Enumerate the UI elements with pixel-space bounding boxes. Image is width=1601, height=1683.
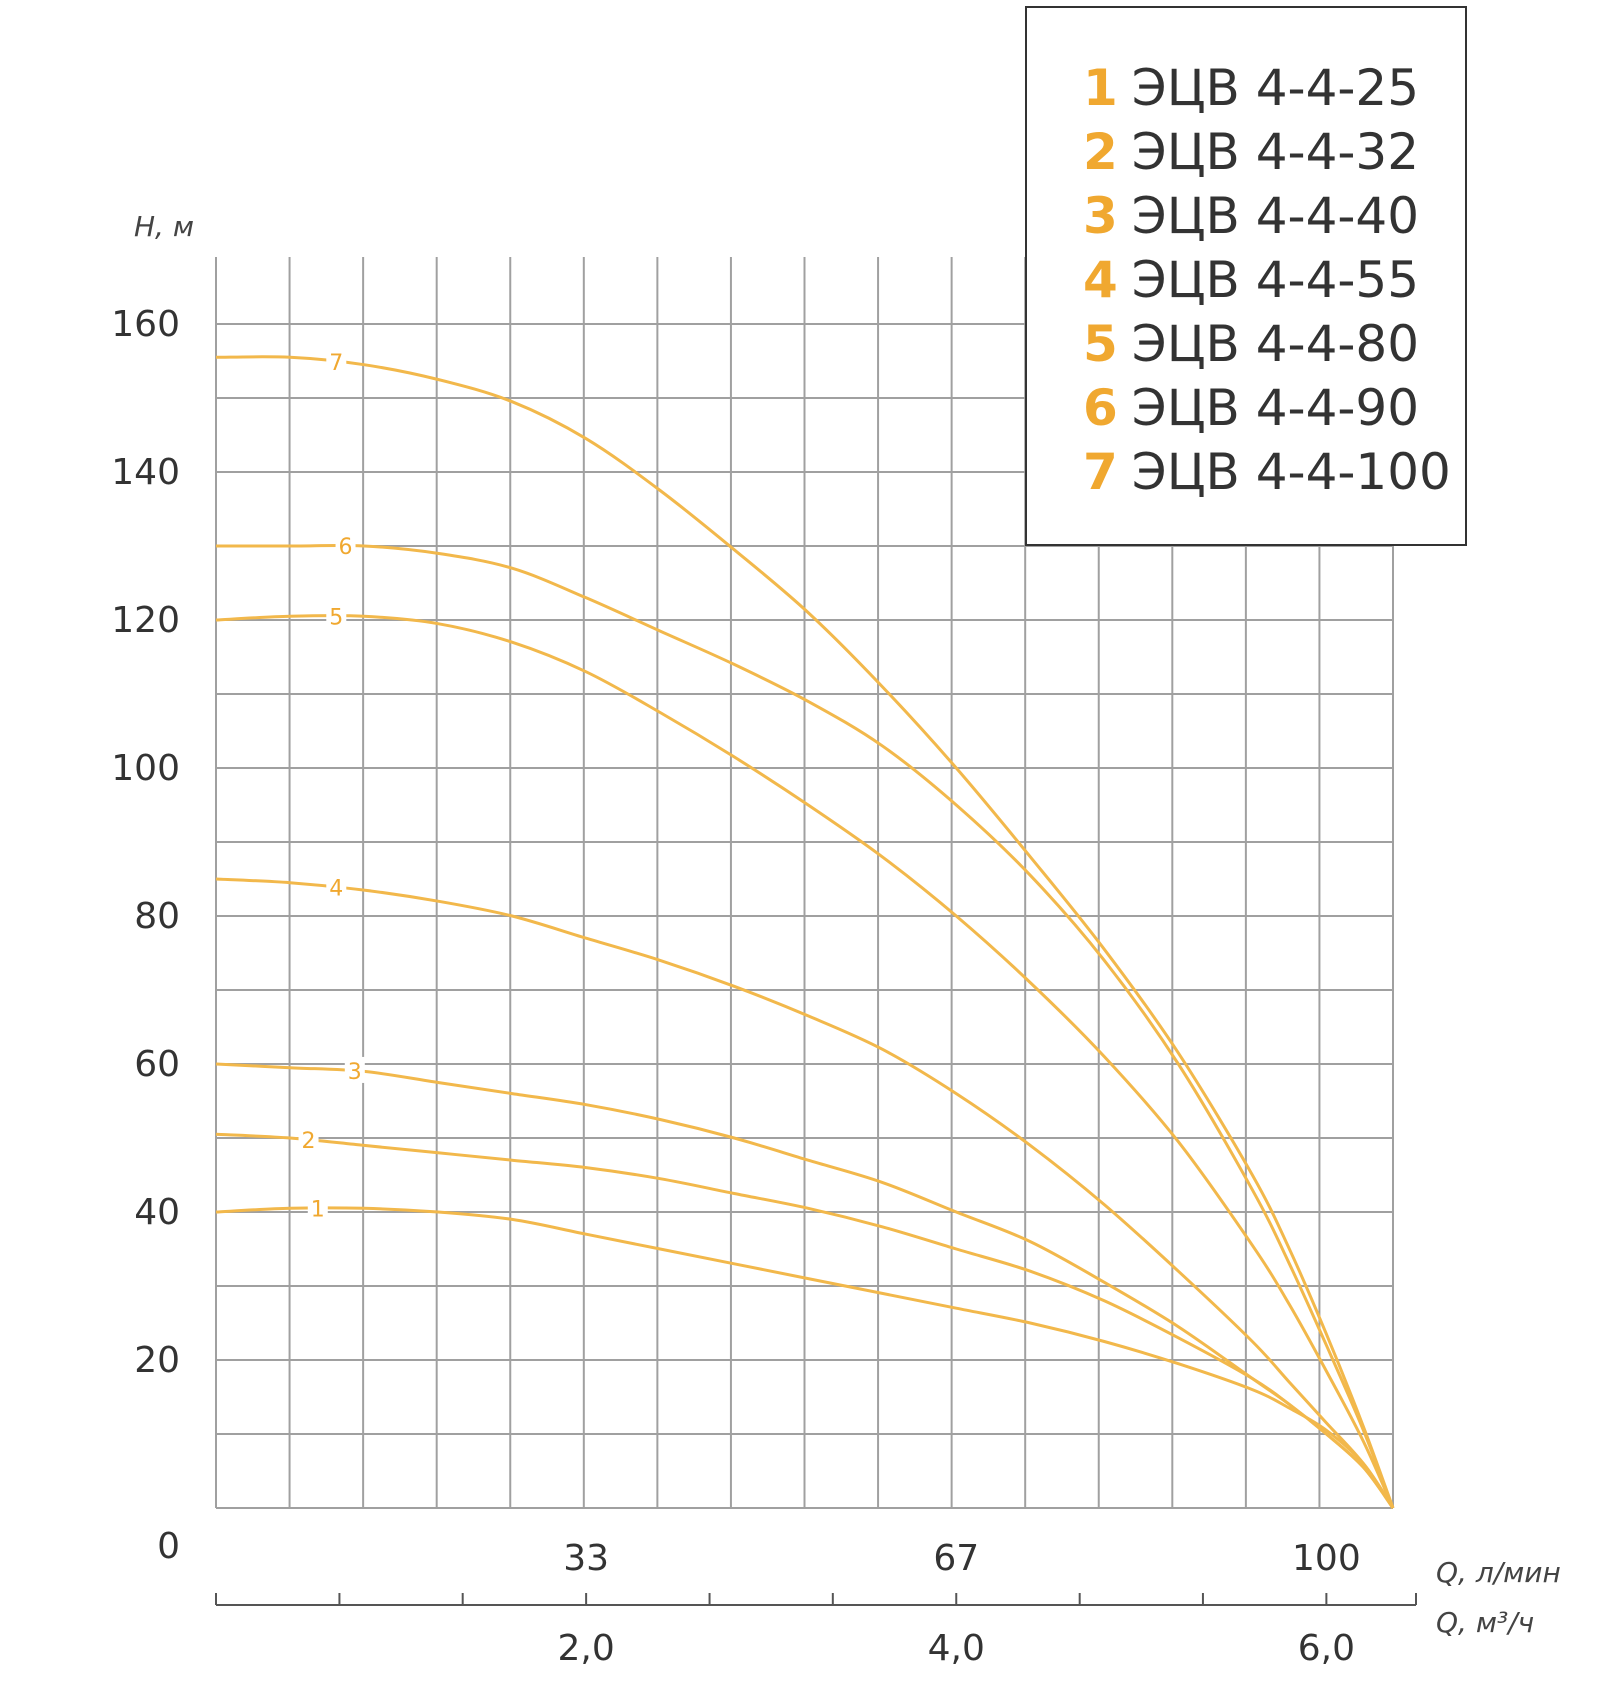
legend-item-number: 2 <box>1083 123 1118 181</box>
y-tick-label: 140 <box>111 452 180 493</box>
legend-item-number: 4 <box>1083 251 1118 309</box>
legend-item-number: 1 <box>1083 59 1118 117</box>
curves: 1 2 3 4 5 6 7 <box>215 347 1395 1509</box>
legend-item: 6 ЭЦВ 4-4-90 <box>1083 379 1419 437</box>
legend: 1 ЭЦВ 4-4-252 ЭЦВ 4-4-323 ЭЦВ 4-4-404 ЭЦВ 4-… <box>1025 6 1467 546</box>
x-tick-label-lpm: 67 <box>933 1538 979 1579</box>
curve-tag-bg <box>344 1056 365 1083</box>
curve-tag-bg <box>307 1194 328 1221</box>
legend-item-label: ЭЦВ 4-4-90 <box>1132 379 1419 437</box>
legend-item-number: 3 <box>1083 187 1118 245</box>
curve-5 <box>215 614 1395 1509</box>
curve-tag-2: 2 <box>302 1129 316 1154</box>
y-tick-label: 100 <box>111 748 180 789</box>
legend-box <box>1025 6 1467 546</box>
x-tick-label-lpm: 100 <box>1292 1538 1361 1579</box>
curve-tag-1: 1 <box>311 1197 325 1222</box>
curve-4 <box>215 877 1395 1509</box>
legend-item-number: 7 <box>1083 443 1118 501</box>
y-tick-label: 160 <box>111 304 180 345</box>
legend-items: 1 ЭЦВ 4-4-252 ЭЦВ 4-4-323 ЭЦВ 4-4-404 ЭЦВ 4-… <box>1083 59 1451 501</box>
legend-item: 4 ЭЦВ 4-4-55 <box>1083 251 1419 309</box>
curve-7 <box>215 355 1395 1509</box>
legend-item: 2 ЭЦВ 4-4-32 <box>1083 123 1419 181</box>
curve-tag-6: 6 <box>339 535 353 560</box>
y-tick-label: 0 <box>157 1526 180 1567</box>
curve-tag-7: 7 <box>329 351 343 376</box>
y-tick-label: 60 <box>134 1044 180 1085</box>
legend-item-label: ЭЦВ 4-4-80 <box>1132 315 1419 373</box>
x-tick-label-m3h: 6,0 <box>1298 1628 1355 1669</box>
x-tick-label-m3h: 4,0 <box>928 1628 985 1669</box>
curve-3 <box>215 1062 1395 1509</box>
y-tick-label: 120 <box>111 600 180 641</box>
x-axis-title-primary: Q, л/мин <box>1436 1556 1561 1589</box>
curve-tag-bg <box>335 532 356 558</box>
x-tick-label-m3h: 2,0 <box>557 1628 614 1669</box>
curve-tag-bg <box>326 347 347 374</box>
curve-tag-bg <box>298 1125 319 1152</box>
y-axis-title: H, м <box>134 210 194 243</box>
legend-item-label: ЭЦВ 4-4-100 <box>1132 443 1451 501</box>
curve-1 <box>215 1206 1395 1509</box>
y-tick-label: 20 <box>134 1340 180 1381</box>
y-tick-label: 80 <box>134 896 180 937</box>
curve-tag-bg <box>326 873 347 900</box>
y-axis-ticks: 0 20 40 60 80 100 120 140 160 <box>111 304 180 1567</box>
x-axis: 33 67 100 2,0 4,0 6,0 <box>215 1538 1417 1669</box>
curve-tag-5: 5 <box>329 605 343 630</box>
legend-item-label: ЭЦВ 4-4-55 <box>1132 251 1419 309</box>
x-tick-label-lpm: 33 <box>563 1538 609 1579</box>
legend-item: 7 ЭЦВ 4-4-100 <box>1083 443 1451 501</box>
legend-item: 3 ЭЦВ 4-4-40 <box>1083 187 1419 245</box>
legend-item-number: 5 <box>1083 315 1118 373</box>
legend-item-label: ЭЦВ 4-4-40 <box>1132 187 1419 245</box>
legend-item: 1 ЭЦВ 4-4-25 <box>1083 59 1419 117</box>
legend-item-number: 6 <box>1083 379 1118 437</box>
curve-tag-4: 4 <box>329 876 343 901</box>
curve-6 <box>216 543 1395 1509</box>
curve-tag-3: 3 <box>348 1060 362 1085</box>
x-axis-title-secondary: Q, м³/ч <box>1436 1606 1534 1639</box>
legend-item: 5 ЭЦВ 4-4-80 <box>1083 315 1419 373</box>
legend-item-label: ЭЦВ 4-4-25 <box>1132 59 1419 117</box>
legend-item-label: ЭЦВ 4-4-32 <box>1132 123 1419 181</box>
y-tick-label: 40 <box>134 1192 180 1233</box>
curve-tag-bg <box>326 602 347 629</box>
